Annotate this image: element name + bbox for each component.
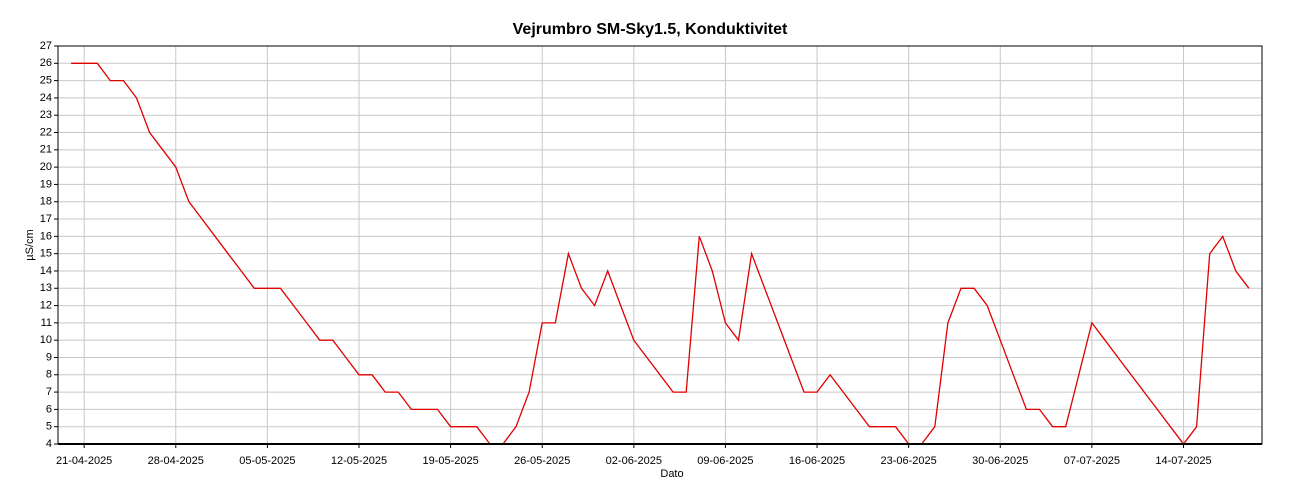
y-tick-label: 9	[46, 351, 52, 363]
y-tick-label: 24	[40, 92, 52, 104]
y-tick-label: 13	[40, 282, 52, 294]
y-tick-label: 23	[40, 109, 52, 121]
x-tick-label: 23-06-2025	[881, 455, 937, 467]
y-tick-label: 21	[40, 144, 52, 156]
x-tick-label: 26-05-2025	[514, 455, 570, 467]
x-tick-label: 28-04-2025	[148, 455, 204, 467]
y-tick-label: 5	[46, 421, 52, 433]
x-tick-label: 12-05-2025	[331, 455, 387, 467]
x-axis-label: Dato	[660, 468, 683, 480]
x-tick-label: 09-06-2025	[697, 455, 753, 467]
x-tick-label: 02-06-2025	[606, 455, 662, 467]
y-tick-label: 15	[40, 248, 52, 260]
y-tick-label: 25	[40, 75, 52, 87]
y-tick-label: 27	[40, 40, 52, 52]
x-tick-label: 30-06-2025	[972, 455, 1028, 467]
y-tick-label: 11	[41, 317, 52, 329]
y-tick-label: 14	[40, 265, 52, 277]
y-tick-label: 19	[40, 178, 52, 190]
y-tick-label: 22	[40, 126, 52, 138]
x-tick-label: 21-04-2025	[56, 455, 112, 467]
y-tick-label: 18	[40, 196, 52, 208]
x-tick-label: 05-05-2025	[239, 455, 295, 467]
y-tick-label: 4	[46, 438, 52, 450]
y-tick-label: 6	[46, 403, 52, 415]
data-line	[71, 62, 1250, 446]
y-axis-label: µS/cm	[24, 229, 36, 260]
chart-title: Vejrumbro SM-Sky1.5, Konduktivitet	[513, 21, 788, 38]
x-tick-label: 07-07-2025	[1064, 455, 1120, 467]
y-tick-label: 26	[40, 57, 52, 69]
y-tick-label: 10	[40, 334, 52, 346]
y-tick-label: 8	[46, 369, 52, 381]
y-tick-label: 16	[40, 230, 52, 242]
x-tick-label: 16-06-2025	[789, 455, 845, 467]
y-tick-label: 12	[40, 299, 52, 311]
x-tick-label: 19-05-2025	[422, 455, 478, 467]
y-tick-label: 17	[40, 213, 52, 225]
y-tick-label: 7	[46, 386, 52, 398]
x-tick-label: 14-07-2025	[1155, 455, 1211, 467]
y-tick-label: 20	[40, 161, 52, 173]
plot-frame	[57, 45, 1263, 445]
